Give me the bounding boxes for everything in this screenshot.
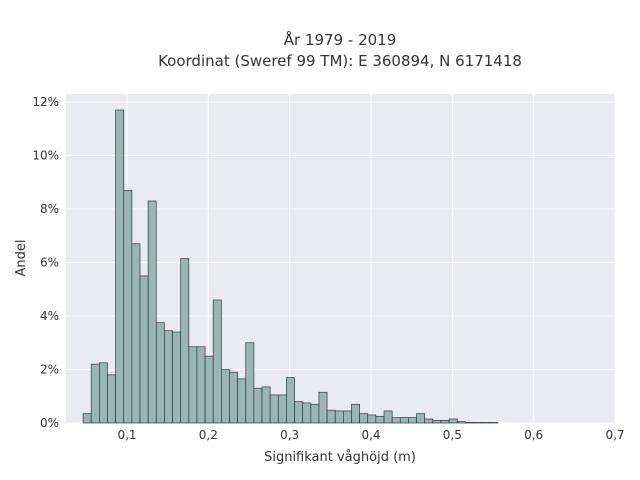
y-tick-label: 4% <box>40 309 59 323</box>
histogram-bar <box>196 346 206 424</box>
histogram-bar <box>489 422 499 424</box>
histogram-bar <box>464 422 474 424</box>
histogram-bar <box>367 414 377 424</box>
histogram-bar <box>383 410 393 424</box>
histogram-bar <box>98 362 108 424</box>
y-tick-label: 6% <box>40 256 59 270</box>
histogram-bar <box>253 387 263 424</box>
x-axis-ticks: 0,1 0,2 0,3 0,4 0,5 0,6 0,7 <box>117 428 624 442</box>
histogram-bar <box>237 378 247 424</box>
x-tick-label: 0,1 <box>117 428 136 442</box>
histogram-bar <box>90 363 100 424</box>
histogram-bar <box>391 417 401 424</box>
histogram-bar <box>448 418 458 424</box>
x-tick-label: 0,2 <box>199 428 218 442</box>
histogram-bar <box>155 322 165 424</box>
histogram-bar <box>326 409 336 424</box>
histogram-bar <box>286 377 295 424</box>
y-axis-label: Andel <box>14 240 29 277</box>
histogram-bar <box>277 394 287 424</box>
histogram-bar <box>115 109 125 424</box>
histogram-bar <box>399 417 409 424</box>
y-axis-ticks: 0% 2% 4% 6% 8% 10% 12% <box>32 95 59 430</box>
histogram-bar <box>302 402 312 424</box>
histogram-bar <box>261 386 271 424</box>
x-tick-label: 0,5 <box>443 428 462 442</box>
histogram-bar <box>212 299 222 424</box>
histogram-bar <box>107 374 116 424</box>
histogram-bar <box>456 421 466 424</box>
histogram-bar <box>416 413 426 424</box>
x-axis-label: Signifikant våghöjd (m) <box>264 450 416 465</box>
histogram-bar <box>245 342 255 424</box>
histogram-bar <box>82 413 92 424</box>
histogram-bar <box>375 415 385 424</box>
histogram-bar <box>473 422 482 424</box>
histogram-bar <box>269 394 279 424</box>
histogram-bar <box>229 371 238 424</box>
histogram-bar <box>359 413 369 424</box>
histogram-bar <box>440 419 450 424</box>
y-tick-label: 0% <box>40 416 59 430</box>
y-tick-label: 12% <box>32 95 59 109</box>
histogram-bar <box>147 200 157 424</box>
histogram-bars <box>82 109 499 424</box>
histogram-bar <box>408 417 417 424</box>
chart-subtitle: Koordinat (Sweref 99 TM): E 360894, N 61… <box>158 52 522 70</box>
histogram-bar <box>334 410 344 424</box>
histogram-bar <box>481 422 491 424</box>
histogram-bar <box>310 403 320 424</box>
histogram-bar <box>188 346 198 424</box>
histogram-bar <box>172 331 182 424</box>
x-tick-label: 0,3 <box>280 428 299 442</box>
y-tick-label: 10% <box>32 149 59 163</box>
y-tick-label: 8% <box>40 202 59 216</box>
x-tick-label: 0,4 <box>361 428 380 442</box>
histogram-bar <box>131 243 141 424</box>
histogram-bar <box>351 403 360 424</box>
x-tick-label: 0,7 <box>605 428 624 442</box>
histogram-bar <box>432 419 442 424</box>
histogram-bar <box>164 330 173 424</box>
histogram-bar <box>294 401 304 424</box>
histogram-bar <box>220 369 230 424</box>
histogram-bar <box>123 189 133 424</box>
histogram-bar <box>342 410 352 424</box>
histogram-bar <box>139 275 149 424</box>
histogram-bar <box>204 355 214 424</box>
histogram-bar <box>318 391 328 424</box>
y-tick-label: 2% <box>40 363 59 377</box>
x-tick-label: 0,6 <box>524 428 543 442</box>
histogram-bar <box>180 258 190 424</box>
histogram-bar <box>424 418 434 424</box>
chart-title: År 1979 - 2019 <box>284 30 397 49</box>
